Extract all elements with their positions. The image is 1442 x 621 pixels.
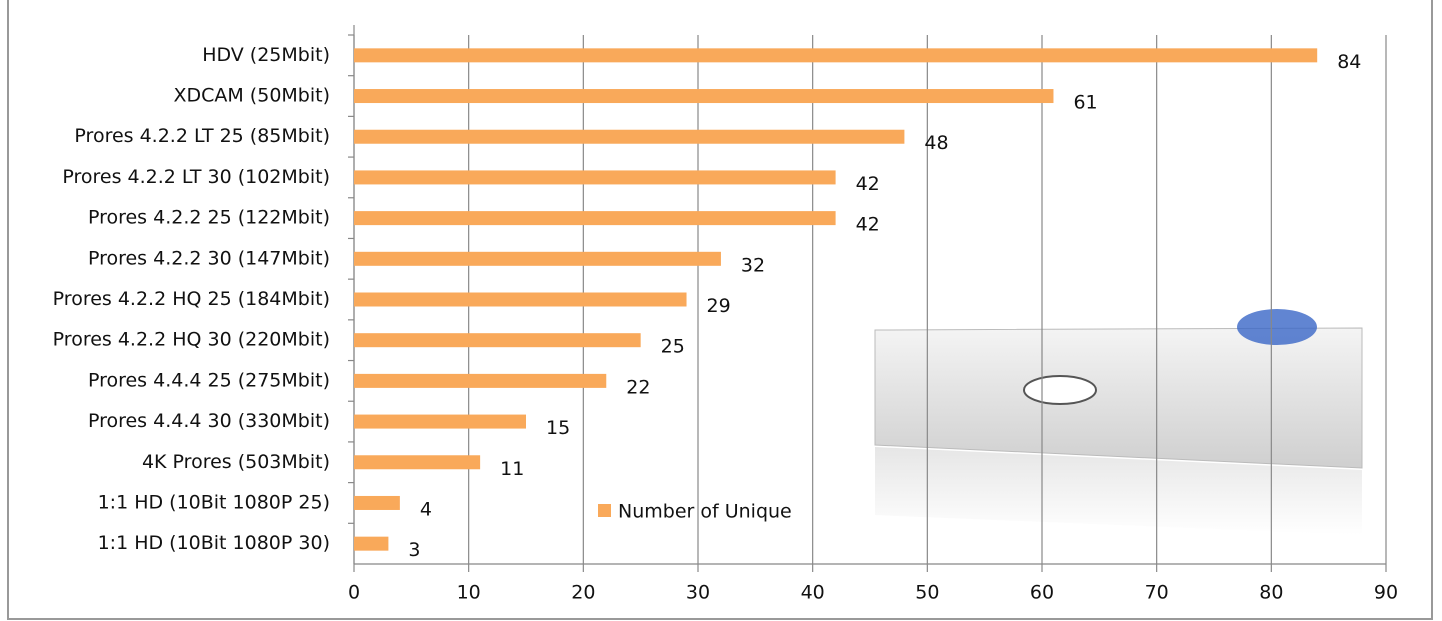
value-label: 3 <box>408 539 420 561</box>
product-image <box>874 309 1363 535</box>
x-tick-label: 10 <box>457 582 481 604</box>
value-label: 25 <box>661 336 685 358</box>
y-tick-label: Prores 4.2.2 HQ 25 (184Mbit) <box>53 288 330 310</box>
bar <box>354 536 389 551</box>
x-tick-label: 70 <box>1145 582 1169 604</box>
value-label: 15 <box>546 417 570 439</box>
value-label: 84 <box>1337 51 1361 73</box>
bar <box>354 129 905 144</box>
badge <box>1237 309 1317 345</box>
bar <box>354 373 607 388</box>
bar <box>354 455 481 470</box>
bar <box>354 251 721 266</box>
y-tick-label: Prores 4.2.2 HQ 30 (220Mbit) <box>53 329 330 351</box>
x-tick-label: 30 <box>686 582 710 604</box>
bar <box>354 48 1318 63</box>
y-tick-label: 1:1 HD (10Bit 1080P 25) <box>98 491 330 513</box>
y-tick-label: Prores 4.2.2 30 (147Mbit) <box>88 247 330 269</box>
value-label: 48 <box>924 132 948 154</box>
bar <box>354 333 641 348</box>
frame <box>7 0 1433 620</box>
device-logo <box>1023 375 1097 405</box>
x-tick-label: 50 <box>915 582 939 604</box>
value-label: 32 <box>741 254 765 276</box>
device-reflection <box>875 447 1362 535</box>
legend-label: Number of Unique <box>618 501 792 523</box>
x-tick-label: 0 <box>348 582 360 604</box>
y-tick-label: XDCAM (50Mbit) <box>173 85 330 107</box>
device-body <box>874 327 1363 469</box>
y-tick-label: Prores 4.2.2 25 (122Mbit) <box>88 207 330 229</box>
bar <box>354 292 687 307</box>
x-tick-label: 20 <box>571 582 595 604</box>
value-label: 61 <box>1073 92 1097 114</box>
y-tick-label: 4K Prores (503Mbit) <box>142 451 330 473</box>
y-tick-label: Prores 4.4.4 30 (330Mbit) <box>88 410 330 432</box>
x-tick-label: 90 <box>1374 582 1398 604</box>
bar <box>354 211 836 226</box>
legend-swatch <box>598 504 611 517</box>
value-label: 22 <box>626 376 650 398</box>
value-label: 42 <box>856 173 880 195</box>
y-tick-label: 1:1 HD (10Bit 1080P 30) <box>98 532 330 554</box>
bar <box>354 495 400 510</box>
value-label: 29 <box>707 295 731 317</box>
bar <box>354 414 526 429</box>
x-tick-label: 40 <box>801 582 825 604</box>
y-tick-label: HDV (25Mbit) <box>202 44 330 66</box>
y-tick-label: Prores 4.4.4 25 (275Mbit) <box>88 369 330 391</box>
bar <box>354 170 836 185</box>
y-tick-label: Prores 4.2.2 LT 30 (102Mbit) <box>62 166 330 188</box>
value-label: 4 <box>420 498 432 520</box>
value-label: 42 <box>856 214 880 236</box>
y-tick-label: Prores 4.2.2 LT 25 (85Mbit) <box>74 125 330 147</box>
x-tick-label: 60 <box>1030 582 1054 604</box>
x-tick-label: 80 <box>1259 582 1283 604</box>
value-label: 11 <box>500 458 524 480</box>
bar <box>354 89 1054 104</box>
